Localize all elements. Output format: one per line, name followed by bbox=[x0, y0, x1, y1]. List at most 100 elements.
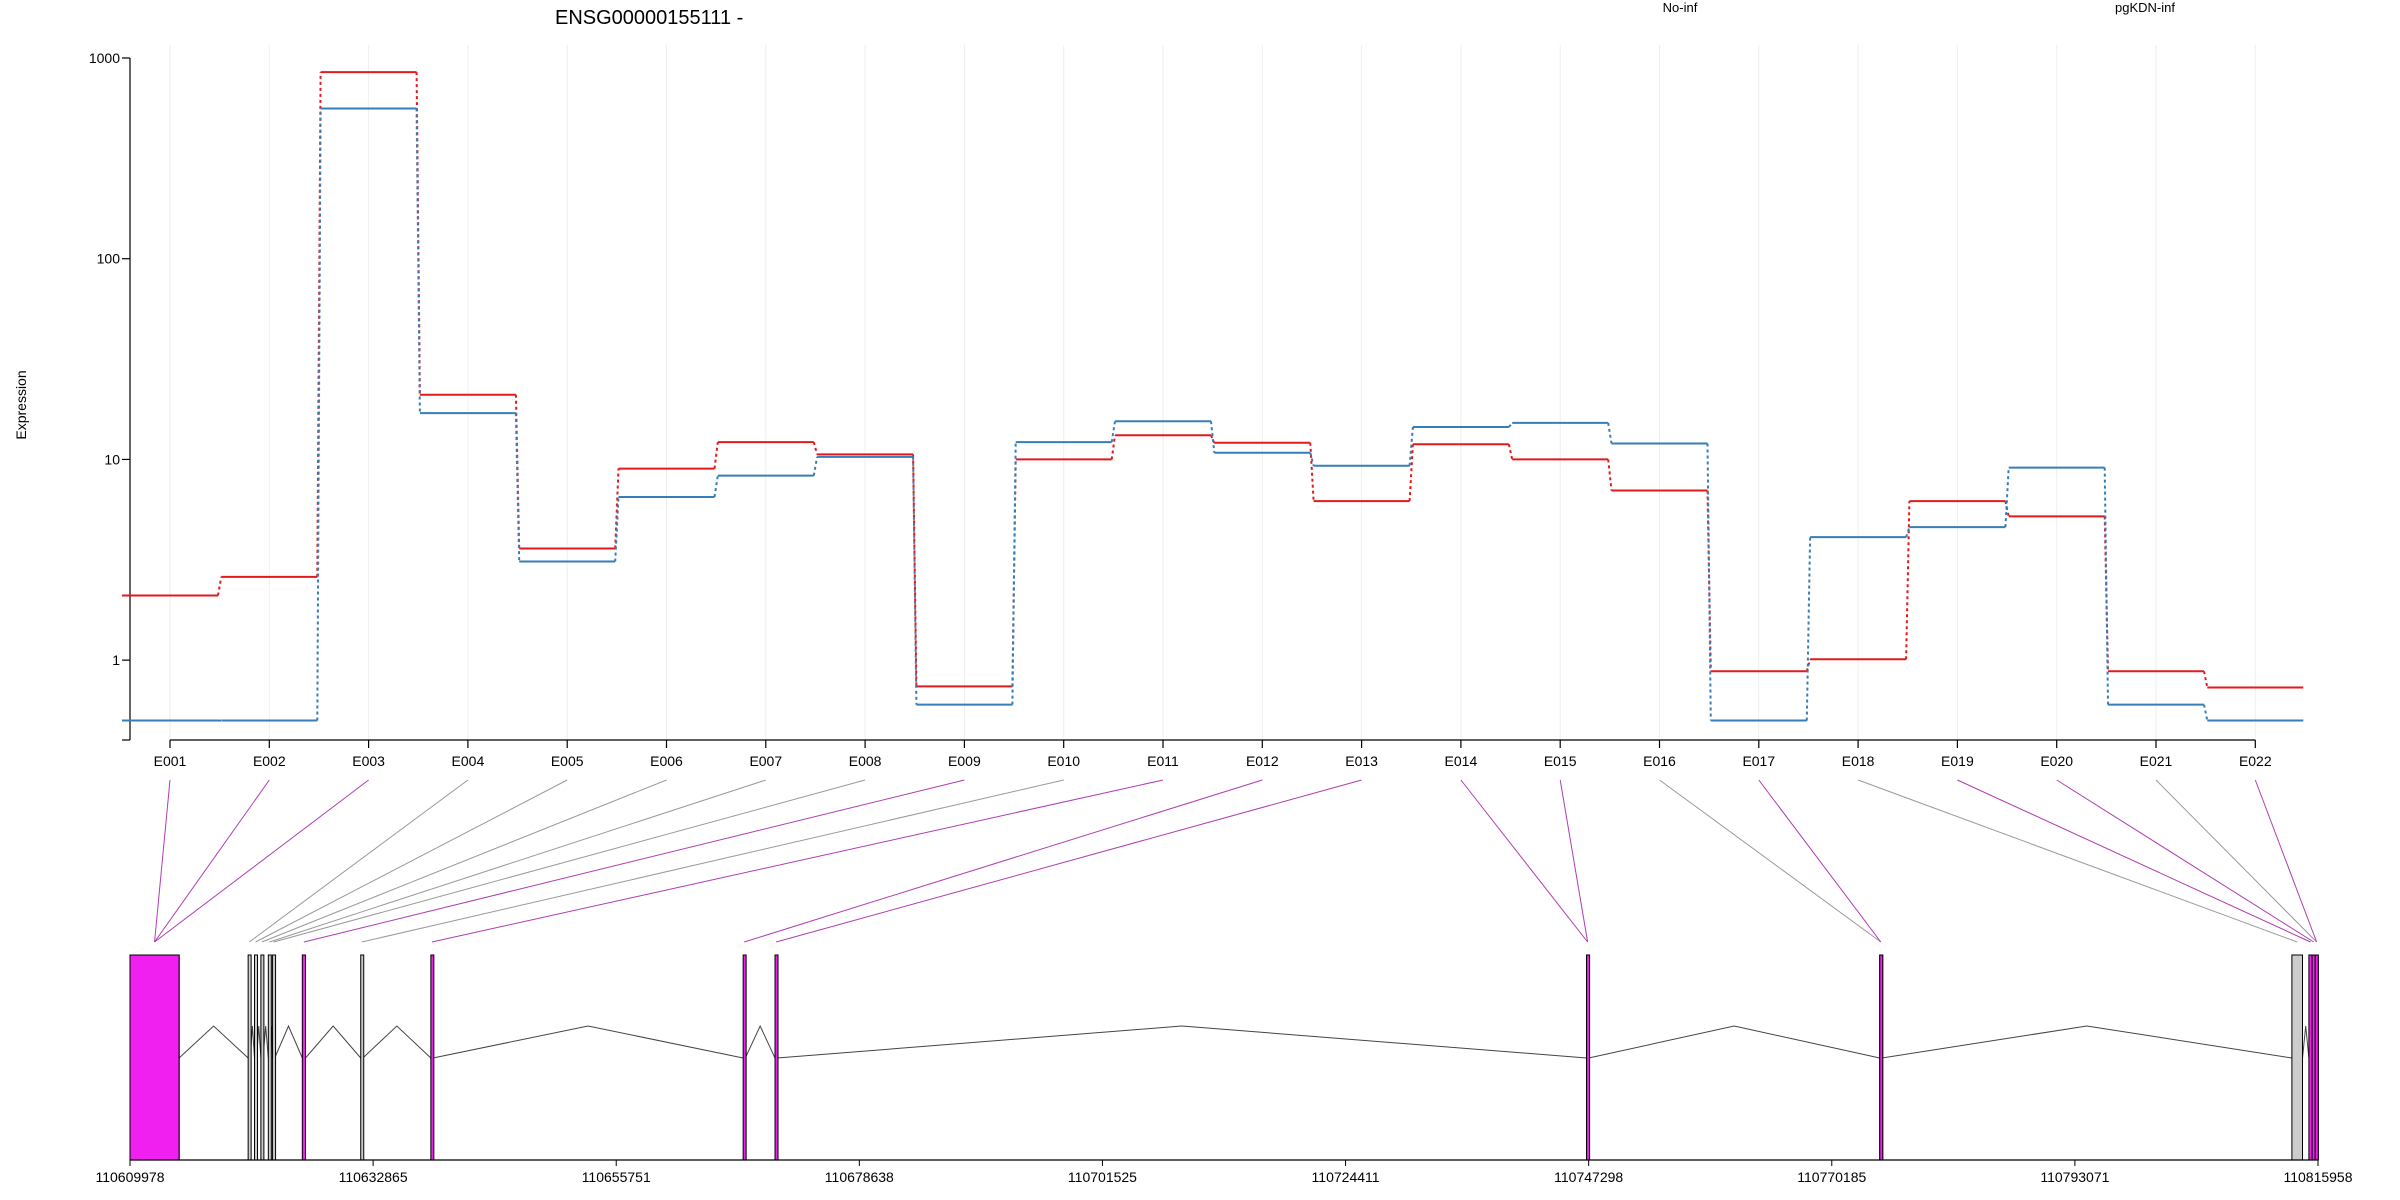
connector-E005 bbox=[255, 779, 568, 943]
x-tick-label: E017 bbox=[1742, 753, 1775, 769]
intron bbox=[744, 1024, 776, 1059]
series-0 bbox=[122, 71, 2304, 689]
series-0-connector bbox=[514, 394, 521, 549]
series-0-connector bbox=[713, 441, 719, 469]
x-tick-label: E009 bbox=[948, 753, 981, 769]
series-1-connector bbox=[912, 456, 918, 705]
connector-E014 bbox=[1460, 779, 1589, 943]
legend-entry-1: pgKDN-inf bbox=[2115, 0, 2175, 15]
exon-E012 bbox=[742, 954, 747, 1161]
series-1-connector bbox=[415, 108, 421, 414]
y-tick-label: 1000 bbox=[89, 50, 120, 66]
coord-tick-label: 110747298 bbox=[1554, 1169, 1623, 1185]
legend: No-inf pgKDN-inf bbox=[1663, 0, 2176, 15]
exon-connector-lines bbox=[154, 779, 2318, 943]
series-1-connector bbox=[316, 108, 322, 721]
exon-E018 bbox=[2291, 954, 2304, 1161]
connector-E019 bbox=[1957, 779, 2311, 943]
genomic-coordinate-axis: 110609978 110632865 110655751 110678638 1107… bbox=[95, 1159, 2353, 1185]
coord-tick-label: 110678638 bbox=[825, 1169, 894, 1185]
series-1 bbox=[122, 107, 2304, 722]
x-tick-label: E005 bbox=[551, 753, 584, 769]
connector-E007 bbox=[269, 779, 766, 943]
y-tick-label: 1 bbox=[112, 652, 120, 668]
x-tick-label: E014 bbox=[1445, 753, 1478, 769]
x-tick-label: E020 bbox=[2040, 753, 2073, 769]
exon-E005 bbox=[254, 954, 259, 1161]
series-1-connector bbox=[1805, 537, 1812, 721]
exon-E007 bbox=[267, 954, 272, 1161]
chart-title: ENSG00000155111 - bbox=[555, 7, 743, 29]
coord-tick-label: 110770185 bbox=[1797, 1169, 1866, 1185]
coord-tick-label: 110701525 bbox=[1068, 1169, 1137, 1185]
series-1-connector bbox=[614, 496, 620, 562]
intron bbox=[1881, 1025, 2292, 1059]
series-1-connector bbox=[1607, 422, 1613, 444]
x-tick-label: E004 bbox=[452, 753, 485, 769]
x-tick-label: E019 bbox=[1941, 753, 1974, 769]
x-tick-label: E006 bbox=[650, 753, 683, 769]
series-1-connector bbox=[1508, 422, 1513, 428]
connector-E003 bbox=[154, 779, 369, 943]
series-0-connector bbox=[1507, 444, 1514, 460]
coord-tick-label: 110793071 bbox=[2040, 1169, 2109, 1185]
intron bbox=[777, 1025, 1587, 1059]
exon-E015 bbox=[1586, 954, 1591, 1161]
connector-E001 bbox=[154, 779, 171, 943]
x-tick-label: E001 bbox=[154, 753, 187, 769]
exon-E010 bbox=[360, 954, 365, 1161]
x-tick-label: E003 bbox=[352, 753, 385, 769]
intron bbox=[178, 1025, 249, 1059]
coord-tick-label: 110655751 bbox=[582, 1169, 651, 1185]
series-1-connector bbox=[1408, 426, 1414, 466]
series-1-connector bbox=[1210, 421, 1216, 453]
x-tick-label: E021 bbox=[2140, 753, 2173, 769]
y-tick-label: 10 bbox=[104, 451, 120, 467]
exon-E013 bbox=[774, 954, 779, 1161]
series-0-connector bbox=[1706, 490, 1712, 672]
coord-tick-label: 110815958 bbox=[2283, 1169, 2352, 1185]
connector-E018 bbox=[1857, 779, 2298, 943]
connector-E004 bbox=[248, 779, 469, 943]
coord-tick-label: 110609978 bbox=[95, 1169, 164, 1185]
intron bbox=[432, 1025, 744, 1059]
series-1-connector bbox=[713, 475, 719, 498]
connector-E008 bbox=[273, 779, 866, 943]
connector-E015 bbox=[1559, 779, 1589, 943]
y-tick-label: 100 bbox=[97, 251, 121, 267]
series-1-connector bbox=[1905, 526, 1911, 538]
exon-E017 bbox=[1879, 954, 1884, 1161]
series-1-connector bbox=[1011, 442, 1017, 705]
x-tick-label: E016 bbox=[1643, 753, 1676, 769]
x-tick-label: E012 bbox=[1246, 753, 1279, 769]
y-axis-label: Expression bbox=[13, 370, 29, 439]
intron bbox=[2302, 1025, 2310, 1059]
x-tick-label: E010 bbox=[1047, 753, 1080, 769]
legend-entry-0: No-inf bbox=[1663, 0, 1698, 15]
gene-model bbox=[129, 954, 2319, 1161]
series-0-connector bbox=[1309, 442, 1315, 502]
connector-E012 bbox=[744, 779, 1263, 943]
connector-E006 bbox=[261, 779, 667, 943]
x-tick-label: E018 bbox=[1842, 753, 1875, 769]
connector-E011 bbox=[431, 779, 1164, 943]
connector-E020 bbox=[2056, 779, 2314, 943]
exon-E003 bbox=[129, 954, 180, 1161]
exon-E009 bbox=[301, 954, 307, 1161]
exon-E011 bbox=[430, 954, 435, 1161]
intron bbox=[274, 1024, 303, 1059]
series-0-connector bbox=[217, 576, 223, 596]
exon-E004 bbox=[247, 954, 252, 1161]
x-tick-label: E015 bbox=[1544, 753, 1577, 769]
series-1-connector bbox=[1706, 443, 1712, 721]
exon-E022 bbox=[2314, 954, 2319, 1161]
coord-tick-label: 110724411 bbox=[1312, 1169, 1380, 1185]
grid-lines bbox=[169, 45, 2256, 740]
x-axis: E001 E002 E003 E004 E005 E006 E007 E008 E009 E010… bbox=[154, 739, 2272, 769]
intron bbox=[305, 1025, 362, 1059]
series-0-connector bbox=[1607, 459, 1613, 491]
connector-E002 bbox=[154, 779, 270, 943]
connector-E017 bbox=[1758, 779, 1882, 943]
exon-E008 bbox=[272, 954, 277, 1161]
x-tick-label: E011 bbox=[1147, 753, 1179, 769]
